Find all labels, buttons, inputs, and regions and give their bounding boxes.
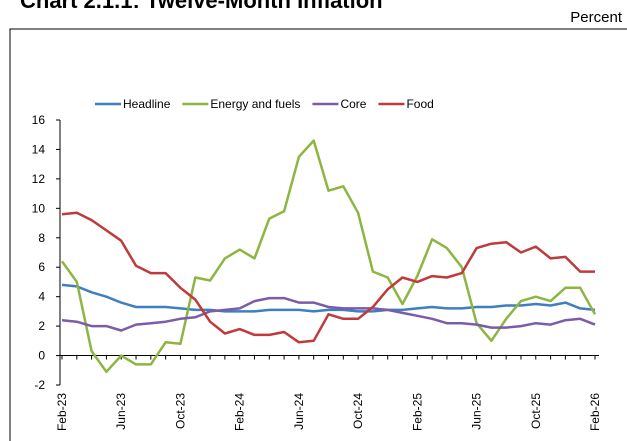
y-tick-label: 16 bbox=[32, 113, 46, 127]
legend-item: Headline bbox=[95, 97, 171, 111]
legend-label: Energy and fuels bbox=[210, 97, 300, 111]
y-axis-label: Percent bbox=[570, 9, 623, 26]
x-tick-label: Feb-26 bbox=[588, 393, 602, 431]
legend-label: Food bbox=[406, 97, 433, 111]
y-tick-label: -2 bbox=[34, 378, 45, 392]
legend-label: Headline bbox=[123, 97, 171, 111]
x-tick-label: Oct-24 bbox=[351, 393, 365, 429]
y-tick-label: 4 bbox=[38, 290, 45, 304]
x-tick-label: Jun-24 bbox=[292, 393, 306, 430]
series-line bbox=[60, 139, 597, 374]
y-tick-label: 14 bbox=[32, 142, 46, 156]
series-line bbox=[61, 296, 596, 332]
legend-item: Food bbox=[378, 97, 434, 111]
y-tick-label: 10 bbox=[32, 201, 46, 215]
chart-title: Chart 2.1.1: Twelve-Month Inflation bbox=[20, 0, 383, 13]
chart-frame bbox=[9, 28, 627, 441]
series-line bbox=[61, 283, 596, 313]
legend-item: Core bbox=[312, 97, 367, 111]
x-tick-label: Feb-23 bbox=[55, 393, 69, 431]
legend-label: Core bbox=[340, 97, 366, 111]
legend-item: Energy and fuels bbox=[182, 97, 300, 111]
x-tick-label: Feb-24 bbox=[233, 393, 247, 431]
series-line bbox=[61, 211, 595, 344]
x-tick-label: Jun-23 bbox=[114, 393, 128, 430]
x-tick-label: Jun-25 bbox=[470, 393, 484, 430]
x-tick-label: Oct-25 bbox=[529, 393, 543, 429]
y-tick-label: 0 bbox=[38, 349, 45, 363]
y-tick-label: 2 bbox=[38, 319, 45, 333]
x-tick-label: Feb-25 bbox=[410, 393, 424, 431]
x-tick-label: Oct-23 bbox=[173, 393, 187, 429]
y-tick-label: 6 bbox=[38, 260, 45, 274]
y-tick-label: 12 bbox=[32, 172, 46, 186]
y-tick-label: 8 bbox=[38, 231, 45, 245]
